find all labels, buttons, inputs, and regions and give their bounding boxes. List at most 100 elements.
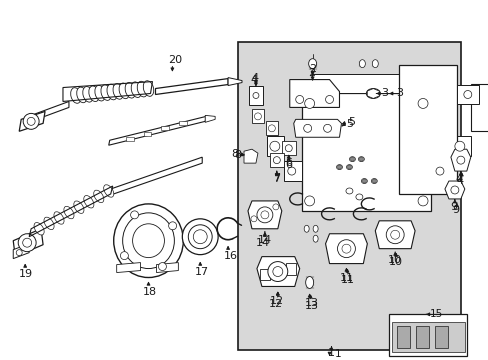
Text: 19: 19 (19, 269, 33, 279)
Circle shape (337, 240, 355, 258)
Text: 4: 4 (456, 176, 463, 186)
Circle shape (268, 125, 275, 132)
Bar (388, 314, 466, 356)
Text: 4: 4 (249, 75, 257, 85)
Circle shape (337, 165, 341, 169)
Text: 5: 5 (348, 117, 355, 127)
Circle shape (272, 266, 282, 276)
Ellipse shape (125, 82, 135, 98)
Ellipse shape (305, 276, 313, 288)
Circle shape (341, 244, 350, 253)
Polygon shape (311, 73, 420, 94)
Text: 5: 5 (346, 119, 353, 129)
Ellipse shape (74, 201, 84, 213)
Ellipse shape (349, 157, 355, 162)
Polygon shape (244, 149, 257, 163)
Ellipse shape (107, 84, 117, 100)
Polygon shape (251, 109, 264, 123)
Ellipse shape (94, 190, 103, 203)
Polygon shape (155, 78, 227, 94)
Ellipse shape (44, 217, 54, 230)
Circle shape (254, 113, 261, 120)
Circle shape (273, 157, 280, 164)
Ellipse shape (182, 219, 218, 255)
Bar (434, 326, 447, 348)
Text: 18: 18 (142, 287, 156, 297)
Circle shape (463, 90, 471, 99)
Circle shape (130, 211, 138, 219)
Polygon shape (269, 153, 283, 167)
Text: 7: 7 (272, 174, 280, 184)
Circle shape (261, 211, 268, 219)
Ellipse shape (132, 224, 164, 258)
Polygon shape (391, 322, 464, 352)
Text: 20: 20 (168, 55, 182, 65)
Ellipse shape (101, 85, 111, 100)
Text: 13: 13 (304, 298, 318, 309)
Ellipse shape (77, 87, 87, 103)
Text: 3: 3 (395, 89, 403, 99)
Ellipse shape (34, 222, 44, 235)
Bar (143, 132, 151, 136)
Circle shape (27, 117, 35, 125)
Text: 1: 1 (334, 349, 341, 359)
Circle shape (287, 167, 295, 175)
Polygon shape (13, 229, 43, 257)
Ellipse shape (366, 89, 380, 99)
Ellipse shape (122, 213, 174, 269)
Polygon shape (456, 85, 478, 104)
Circle shape (417, 196, 427, 206)
Polygon shape (430, 161, 448, 181)
Circle shape (250, 216, 256, 222)
Circle shape (252, 93, 258, 99)
Polygon shape (13, 244, 29, 258)
Text: 8: 8 (231, 149, 238, 159)
Circle shape (323, 124, 331, 132)
Circle shape (347, 165, 351, 169)
Text: 11: 11 (340, 275, 354, 284)
Bar (396, 326, 409, 348)
Circle shape (18, 234, 36, 252)
Polygon shape (247, 201, 281, 229)
Ellipse shape (312, 225, 318, 232)
Text: 4: 4 (455, 174, 462, 184)
Polygon shape (470, 84, 488, 131)
Ellipse shape (361, 179, 366, 184)
Circle shape (267, 262, 287, 282)
Ellipse shape (82, 86, 93, 102)
Polygon shape (285, 262, 295, 275)
Text: 8: 8 (234, 150, 241, 160)
Text: 10: 10 (388, 257, 403, 267)
Polygon shape (31, 102, 69, 121)
Text: 14: 14 (255, 238, 269, 248)
Ellipse shape (188, 225, 212, 249)
Circle shape (304, 99, 314, 108)
Ellipse shape (355, 194, 362, 200)
Ellipse shape (143, 81, 153, 96)
Bar (125, 137, 133, 141)
Circle shape (304, 196, 314, 206)
Circle shape (450, 186, 458, 194)
Polygon shape (444, 181, 464, 199)
Bar (415, 326, 428, 348)
Text: 15: 15 (429, 309, 442, 319)
Polygon shape (448, 136, 470, 156)
Ellipse shape (64, 206, 74, 219)
Text: 2: 2 (308, 64, 315, 74)
Circle shape (390, 230, 399, 239)
Circle shape (22, 238, 32, 247)
Text: 3: 3 (381, 89, 387, 99)
Circle shape (285, 145, 292, 152)
Circle shape (16, 250, 22, 256)
Bar (179, 121, 187, 125)
Text: 4: 4 (250, 73, 258, 82)
Circle shape (371, 179, 376, 183)
Ellipse shape (193, 230, 207, 244)
Text: 9: 9 (451, 205, 458, 215)
Polygon shape (283, 161, 301, 181)
Bar (161, 126, 169, 130)
Circle shape (456, 156, 464, 164)
Ellipse shape (114, 204, 183, 278)
Bar (301, 94, 430, 211)
Polygon shape (156, 262, 178, 273)
